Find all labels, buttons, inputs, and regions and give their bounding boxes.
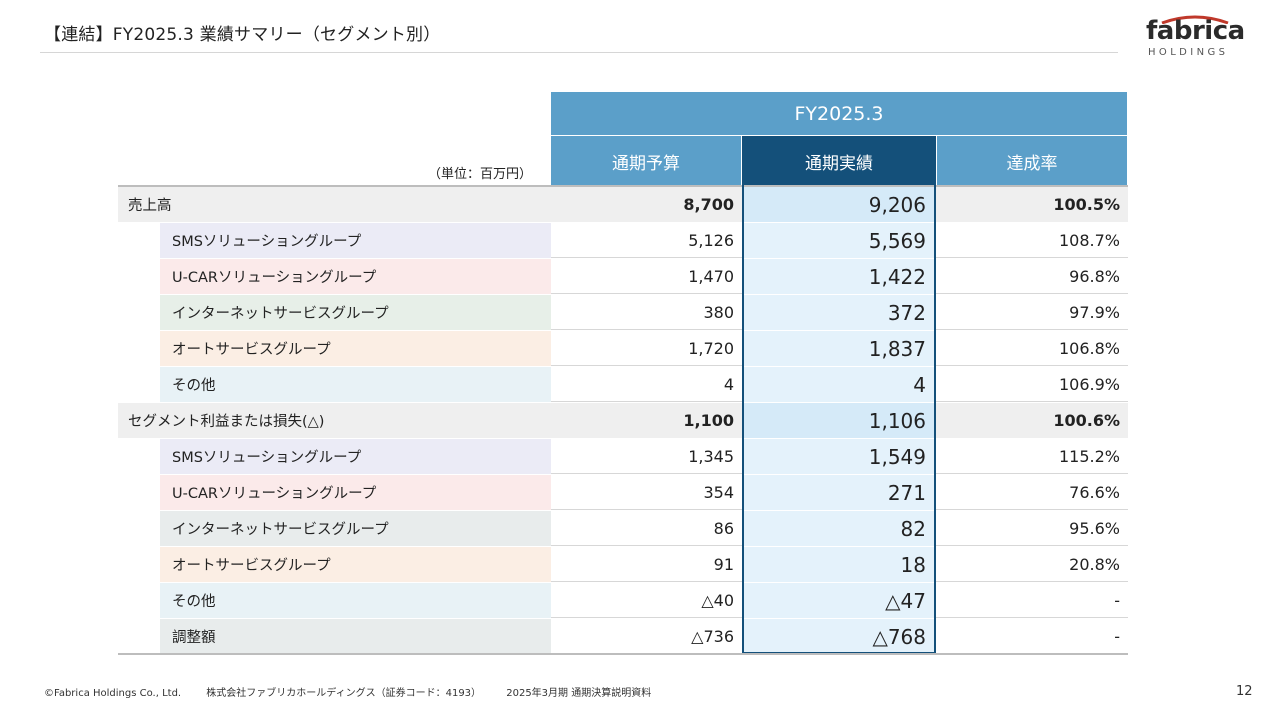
budget-value: 91	[713, 555, 734, 574]
actual-value: 1,106	[742, 403, 936, 438]
budget-value: 8,700	[551, 187, 742, 222]
row-label: セグメント利益または損失(△)	[118, 403, 551, 438]
row-indent	[118, 546, 160, 583]
company-logo: fabrica HOLDINGS	[1140, 14, 1245, 62]
period-header: FY2025.3	[551, 92, 1127, 135]
row-indent	[118, 258, 160, 295]
table-row: 調整額 △736 △768 -	[118, 618, 1128, 655]
row-label: その他	[160, 367, 551, 402]
row-label: U-CARソリューショングループ	[160, 259, 551, 294]
row-indent	[118, 510, 160, 547]
column-header-actual: 通期実績	[742, 136, 936, 186]
logo-subtitle: HOLDINGS	[1148, 47, 1229, 58]
budget-value: △40	[701, 591, 734, 610]
actual-value: 271	[742, 475, 936, 510]
actual-value: 82	[742, 511, 936, 546]
row-indent	[118, 366, 160, 403]
table-row: SMSソリューショングループ 5,126 5,569 108.7%	[118, 222, 1128, 259]
header-divider	[118, 185, 1128, 187]
actual-value: 9,206	[742, 187, 936, 222]
actual-value: △768	[742, 619, 936, 654]
rate-value: 20.8%	[1069, 555, 1120, 574]
budget-value: 1,345	[688, 447, 734, 466]
actual-value: 1,837	[742, 331, 936, 366]
footer: ©Fabrica Holdings Co., Ltd. 株式会社ファブリカホール…	[44, 684, 673, 699]
row-label: インターネットサービスグループ	[160, 295, 551, 330]
table-row-segment-profit: セグメント利益または損失(△) 1,100 1,106 100.6%	[118, 403, 1128, 438]
row-indent	[118, 222, 160, 259]
actual-value: 18	[742, 547, 936, 582]
table-row: その他 4 4 106.9%	[118, 366, 1128, 403]
row-label: オートサービスグループ	[160, 547, 551, 582]
budget-value: 1,720	[688, 339, 734, 358]
actual-value: 5,569	[742, 223, 936, 258]
budget-value: △736	[691, 627, 734, 646]
table-row: U-CARソリューショングループ 1,470 1,422 96.8%	[118, 258, 1128, 295]
rate-value: 95.6%	[1069, 519, 1120, 538]
row-label: SMSソリューショングループ	[160, 439, 551, 474]
rate-value: 106.9%	[1058, 375, 1120, 394]
rate-value: 108.7%	[1058, 231, 1120, 250]
rate-value: 100.6%	[936, 403, 1128, 438]
row-label: SMSソリューショングループ	[160, 223, 551, 258]
table-row: オートサービスグループ 91 18 20.8%	[118, 546, 1128, 583]
budget-value: 1,100	[551, 403, 742, 438]
row-label: インターネットサービスグループ	[160, 511, 551, 546]
row-label: その他	[160, 583, 551, 618]
actual-value: 372	[742, 295, 936, 330]
rate-value: 115.2%	[1058, 447, 1120, 466]
budget-value: 1,470	[688, 267, 734, 286]
budget-value: 354	[703, 483, 734, 502]
footer-company: 株式会社ファブリカホールディングス（証券コード：4193）	[206, 688, 482, 699]
actual-value: 1,422	[742, 259, 936, 294]
row-indent	[118, 618, 160, 655]
rate-value: 97.9%	[1069, 303, 1120, 322]
row-indent	[118, 330, 160, 367]
table-row: その他 △40 △47 -	[118, 582, 1128, 619]
rate-value: -	[1114, 591, 1120, 610]
row-label: U-CARソリューショングループ	[160, 475, 551, 510]
row-label: 調整額	[160, 619, 551, 654]
rate-value: 96.8%	[1069, 267, 1120, 286]
page-number: 12	[1236, 684, 1253, 699]
unit-label: （単位：百万円）	[427, 167, 532, 182]
row-label: 売上高	[118, 187, 551, 222]
footer-document: 2025年3月期 通期決算説明資料	[506, 688, 652, 699]
actual-value: 1,549	[742, 439, 936, 474]
row-indent	[118, 438, 160, 475]
table-row: SMSソリューショングループ 1,345 1,549 115.2%	[118, 438, 1128, 475]
budget-value: 380	[703, 303, 734, 322]
budget-value: 5,126	[688, 231, 734, 250]
budget-value: 4	[723, 375, 734, 394]
table-row: インターネットサービスグループ 86 82 95.6%	[118, 510, 1128, 547]
table-row: インターネットサービスグループ 380 372 97.9%	[118, 294, 1128, 331]
row-indent	[118, 294, 160, 331]
logo-arc-icon	[1161, 15, 1229, 24]
title-divider	[40, 52, 1118, 53]
rate-value: 100.5%	[936, 187, 1128, 222]
table-bottom-rule	[118, 653, 1128, 655]
row-indent	[118, 474, 160, 511]
table-row: U-CARソリューショングループ 354 271 76.6%	[118, 474, 1128, 511]
row-indent	[118, 582, 160, 619]
actual-value: 4	[742, 367, 936, 402]
footer-copyright: ©Fabrica Holdings Co., Ltd.	[44, 688, 182, 699]
column-header-budget: 通期予算	[551, 136, 741, 186]
column-header-rate: 達成率	[937, 136, 1127, 186]
logo-wordmark: fabrica	[1146, 16, 1245, 46]
row-label: オートサービスグループ	[160, 331, 551, 366]
rate-value: 106.8%	[1058, 339, 1120, 358]
table-row: オートサービスグループ 1,720 1,837 106.8%	[118, 330, 1128, 367]
rate-value: -	[1114, 627, 1120, 646]
rate-value: 76.6%	[1069, 483, 1120, 502]
actual-value: △47	[742, 583, 936, 618]
page-title: 【連結】FY2025.3 業績サマリー（セグメント別）	[44, 25, 441, 45]
budget-value: 86	[713, 519, 734, 538]
table-row-revenue: 売上高 8,700 9,206 100.5%	[118, 187, 1128, 222]
